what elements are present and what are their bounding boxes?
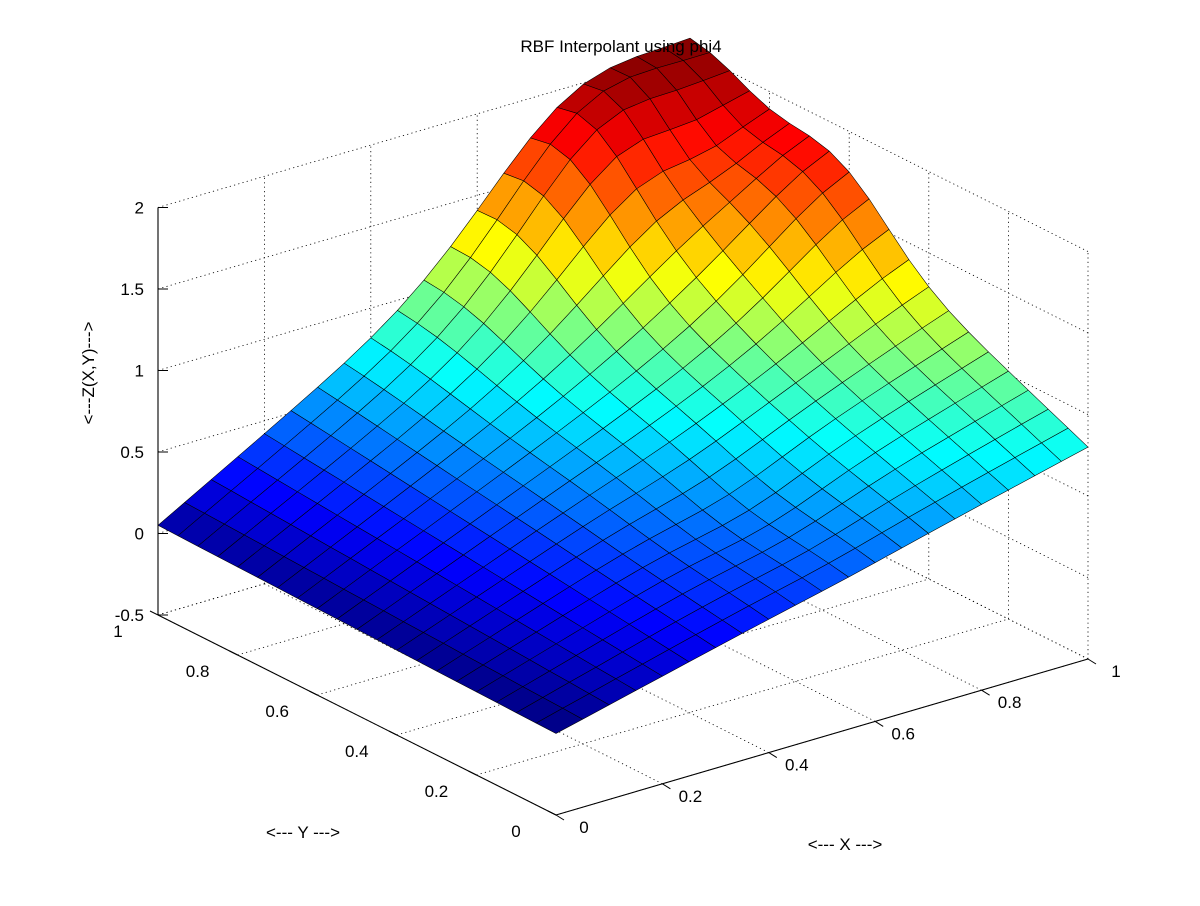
y-tick-2: [389, 731, 397, 735]
surface-mesh: [158, 38, 1088, 733]
x-tick-label: 0.6: [891, 724, 915, 743]
y-axis-label: <--- Y --->: [266, 823, 340, 842]
y-tick-label: 0: [511, 822, 520, 841]
x-tick-3: [875, 721, 883, 726]
z-tick-label: 2: [135, 199, 144, 218]
y-tick-label: 0.6: [265, 702, 289, 721]
chart-title: RBF Interpolant using phi4: [520, 37, 721, 56]
z-tick-label: 0: [135, 525, 144, 544]
x-tick-5: [1088, 659, 1096, 664]
z-tick-label: -0.5: [115, 606, 144, 625]
z-tick-label: 1.5: [120, 280, 144, 299]
x-tick-2: [769, 753, 777, 758]
x-tick-4: [982, 690, 990, 695]
x-tick-label: 0: [579, 818, 588, 837]
x-tick-1: [662, 784, 670, 789]
y-tick-4: [230, 651, 238, 655]
y-tick-label: 0.2: [425, 782, 449, 801]
x-tick-label: 0.8: [998, 693, 1022, 712]
y-tick-label: 0.4: [345, 742, 369, 761]
z-tick-label: 1: [135, 362, 144, 381]
y-tick-label: 0.8: [186, 662, 210, 681]
y-tick-0: [548, 811, 556, 815]
x-tick-0: [556, 815, 564, 820]
z-tick-label: 0.5: [120, 443, 144, 462]
z-axis-label: <---Z(X,Y)--->: [79, 321, 98, 424]
x-tick-label: 1: [1111, 662, 1120, 681]
x-axis-label: <--- X --->: [808, 835, 883, 854]
y-tick-5: [150, 611, 158, 615]
y-tick-1: [468, 771, 476, 775]
y-tick-3: [309, 691, 317, 695]
x-tick-label: 0.4: [785, 756, 809, 775]
x-tick-label: 0.2: [679, 787, 703, 806]
